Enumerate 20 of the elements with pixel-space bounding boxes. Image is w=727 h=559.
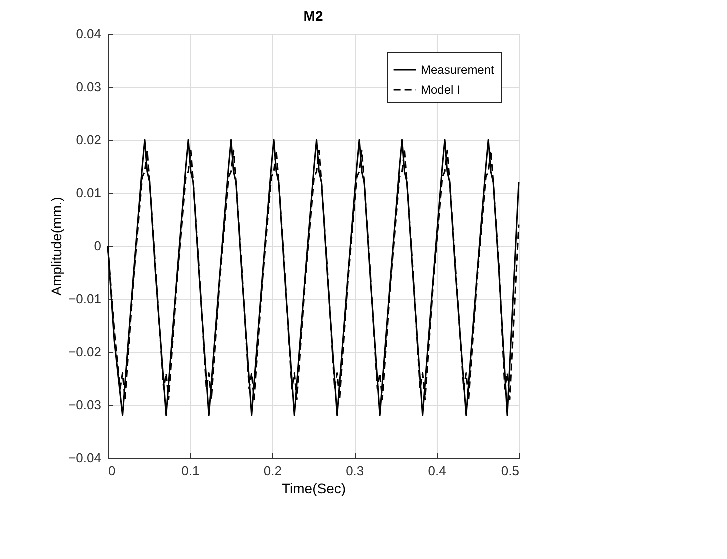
x-tick-label: 0.3 (346, 464, 364, 478)
x-tick-label: 0.1 (182, 464, 200, 478)
legend-label: Measurement (421, 63, 496, 77)
y-axis-title: Amplitude(mm.) (48, 197, 65, 296)
y-tick-label: 0.02 (76, 132, 102, 148)
x-tick-label: 0 (108, 464, 116, 478)
y-tick-label: −0.02 (68, 344, 102, 360)
y-tick-label: −0.04 (68, 450, 102, 466)
y-tick-label: 0 (94, 238, 102, 254)
legend-label: Model I (421, 83, 460, 97)
x-tick-label: 0.2 (264, 464, 282, 478)
y-tick-label: 0.03 (76, 80, 102, 94)
y-tick-label: 0.01 (76, 186, 102, 200)
x-tick-label: 0.5 (501, 464, 520, 478)
y-tick-label: −0.01 (68, 292, 102, 306)
chart-title: M2 (304, 8, 324, 24)
y-tick-label: −0.03 (68, 398, 102, 412)
x-axis-title: Time(Sec) (282, 480, 346, 496)
x-tick-label: 0.4 (428, 464, 446, 478)
y-tick-label: 0.04 (76, 26, 102, 42)
